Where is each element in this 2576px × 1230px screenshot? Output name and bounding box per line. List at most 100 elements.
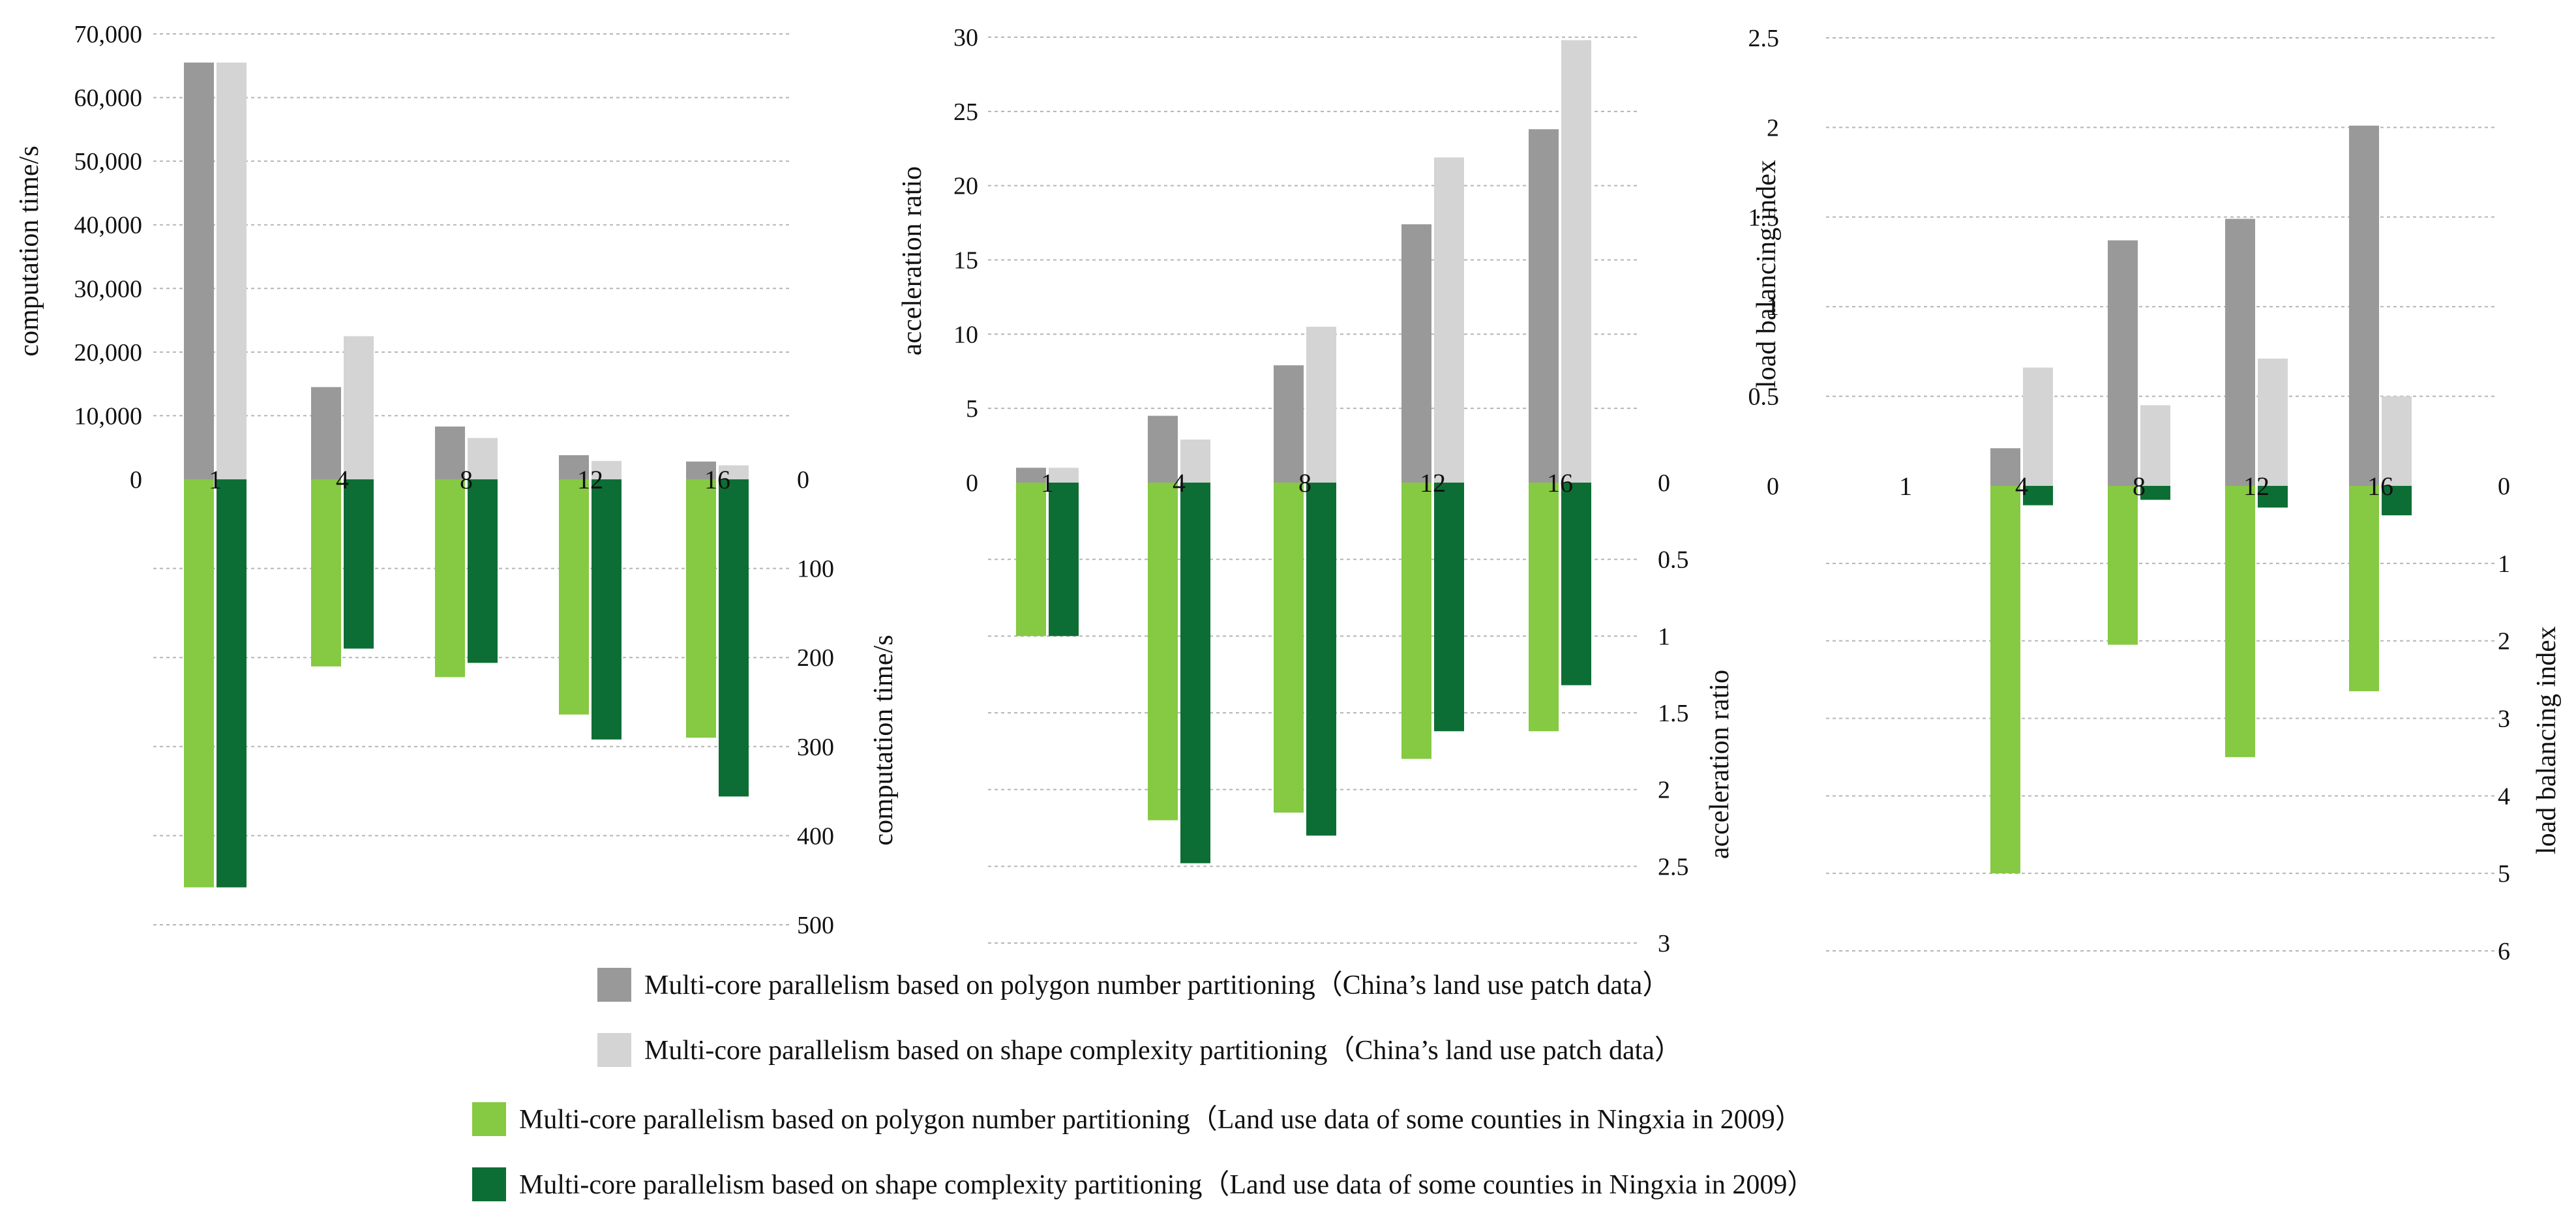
- bottom-axis-tick-label: 500: [797, 912, 834, 939]
- bar-polygon-china-4: [1148, 415, 1178, 483]
- bar-shape-ningxia-4: [1180, 483, 1210, 863]
- bar-shape-china-4: [2023, 367, 2053, 486]
- bottom-axis-tick-label: 1: [2498, 550, 2510, 578]
- charts: 0 10,000 20,000 30,000 40,000 50,000 60,000 70,…: [14, 21, 2562, 965]
- legend-label-polygon-china: Multi-core parallelism based on polygon …: [644, 970, 1670, 1000]
- top-axis-tick-label: 60,000: [74, 85, 143, 112]
- bar-shape-china-12: [2258, 358, 2288, 486]
- bar-polygon-china-1: [1016, 468, 1046, 483]
- top-axis-tick-label: 15: [953, 247, 978, 275]
- bottom-axis-title: computation time/s: [869, 635, 899, 845]
- bottom-axis-tick-label: 2.5: [1658, 853, 1689, 880]
- bottom-axis-tick-label: 0: [2498, 473, 2510, 500]
- bottom-axis-title: load balancing index: [2532, 626, 2562, 854]
- bar-polygon-ningxia-16: [686, 479, 716, 738]
- category-label: 4: [336, 465, 349, 494]
- bar-shape-ningxia-1: [217, 479, 247, 888]
- bar-shape-ningxia-12: [1434, 483, 1464, 732]
- top-axis-tick-label: 20,000: [74, 339, 143, 367]
- bottom-axis-title: acceleration ratio: [1705, 670, 1735, 859]
- category-label: 4: [1173, 468, 1186, 498]
- top-axis-tick-label: 10: [953, 321, 978, 348]
- bar-shape-china-1: [1049, 468, 1079, 483]
- bar-polygon-ningxia-4: [1148, 483, 1178, 820]
- bottom-axis-tick-label: 1.5: [1658, 700, 1689, 727]
- bottom-axis-tick-label: 2: [2498, 628, 2510, 655]
- bar-polygon-ningxia-4: [311, 479, 341, 667]
- bar-shape-china-12: [592, 460, 622, 479]
- bottom-axis-tick-label: 0: [797, 466, 809, 494]
- bar-polygon-china-8: [2108, 240, 2138, 486]
- bottom-axis-tick-label: 300: [797, 734, 834, 761]
- bar-polygon-china-4: [1990, 448, 2020, 486]
- bar-polygon-ningxia-16: [2349, 486, 2379, 691]
- category-label: 1: [1899, 472, 1912, 501]
- legend-label-polygon-ningxia: Multi-core parallelism based on polygon …: [519, 1105, 1803, 1135]
- bar-polygon-china-1: [184, 62, 214, 479]
- bar-shape-ningxia-4: [2023, 486, 2053, 505]
- legend-item-shape-china: Multi-core parallelism based on shape co…: [597, 1033, 1682, 1067]
- bar-polygon-ningxia-1: [1016, 483, 1046, 637]
- category-label: 16: [2367, 472, 2393, 501]
- bottom-axis-tick-label: 1: [1658, 623, 1670, 650]
- bar-polygon-china-12: [559, 455, 589, 479]
- bar-polygon-ningxia-16: [1529, 483, 1559, 732]
- category-label: 16: [1547, 468, 1573, 498]
- bar-shape-ningxia-16: [719, 479, 749, 797]
- bar-polygon-ningxia-8: [435, 479, 465, 678]
- bar-polygon-ningxia-12: [1401, 483, 1431, 759]
- top-axis-title: load balancing index: [1752, 160, 1782, 388]
- category-label: 12: [577, 465, 603, 494]
- category-label: 8: [1298, 468, 1311, 498]
- top-axis-tick-label: 2.5: [1748, 25, 1780, 52]
- bar-shape-china-1: [217, 62, 247, 479]
- bottom-axis-tick-label: 6: [2498, 938, 2510, 965]
- bar-shape-ningxia-4: [344, 479, 374, 649]
- category-label: 1: [1041, 468, 1054, 498]
- top-axis-title: computation time/s: [14, 145, 44, 356]
- legend-swatch-polygon-ningxia: [472, 1102, 506, 1136]
- bar-polygon-china-12: [2225, 218, 2255, 486]
- top-axis-tick-label: 25: [953, 98, 978, 126]
- top-axis-tick-label: 1: [1767, 293, 1779, 321]
- category-label: 16: [704, 465, 730, 494]
- top-axis-tick-label: 0.5: [1748, 383, 1780, 411]
- bottom-axis-tick-label: 3: [2498, 706, 2510, 733]
- bottom-axis-tick-label: 4: [2498, 783, 2510, 810]
- top-axis-tick-label: 20: [953, 173, 978, 200]
- bar-shape-china-16: [719, 465, 749, 479]
- category-label: 12: [1420, 468, 1446, 498]
- bar-polygon-china-12: [1401, 224, 1431, 483]
- bottom-axis-tick-label: 100: [797, 556, 834, 583]
- bar-shape-china-4: [1180, 439, 1210, 483]
- bar-polygon-china-8: [1274, 365, 1304, 483]
- bar-shape-ningxia-8: [1306, 483, 1336, 836]
- bar-polygon-china-8: [435, 427, 465, 479]
- legend: Multi-core parallelism based on polygon …: [472, 968, 1814, 1201]
- bottom-axis-tick-label: 200: [797, 644, 834, 672]
- legend-item-shape-ningxia: Multi-core parallelism based on shape co…: [472, 1167, 1814, 1201]
- bar-shape-ningxia-16: [1561, 483, 1591, 685]
- bottom-axis-tick-label: 0: [1658, 470, 1670, 497]
- top-axis-tick-label: 5: [966, 395, 978, 423]
- category-label: 8: [2133, 472, 2146, 501]
- legend-item-polygon-ningxia: Multi-core parallelism based on polygon …: [472, 1102, 1803, 1136]
- top-axis-tick-label: 40,000: [74, 212, 143, 239]
- legend-item-polygon-china: Multi-core parallelism based on polygon …: [597, 968, 1670, 1002]
- top-axis-tick-label: 0: [130, 466, 142, 494]
- bar-shape-china-8: [1306, 326, 1336, 483]
- category-label: 1: [209, 465, 222, 494]
- legend-swatch-shape-ningxia: [472, 1167, 506, 1201]
- bar-polygon-china-16: [686, 461, 716, 479]
- bar-shape-china-8: [2140, 405, 2170, 486]
- category-label: 8: [460, 465, 473, 494]
- bottom-axis-tick-label: 5: [2498, 860, 2510, 888]
- top-axis-tick-label: 10,000: [74, 402, 143, 430]
- chart-panel-1: 0 10,000 20,000 30,000 40,000 50,000 60,000 70,…: [14, 21, 899, 939]
- bar-shape-ningxia-8: [468, 479, 498, 663]
- bar-polygon-ningxia-8: [1274, 483, 1304, 813]
- bar-polygon-ningxia-4: [1990, 486, 2020, 874]
- bottom-axis-tick-label: 0.5: [1658, 547, 1689, 574]
